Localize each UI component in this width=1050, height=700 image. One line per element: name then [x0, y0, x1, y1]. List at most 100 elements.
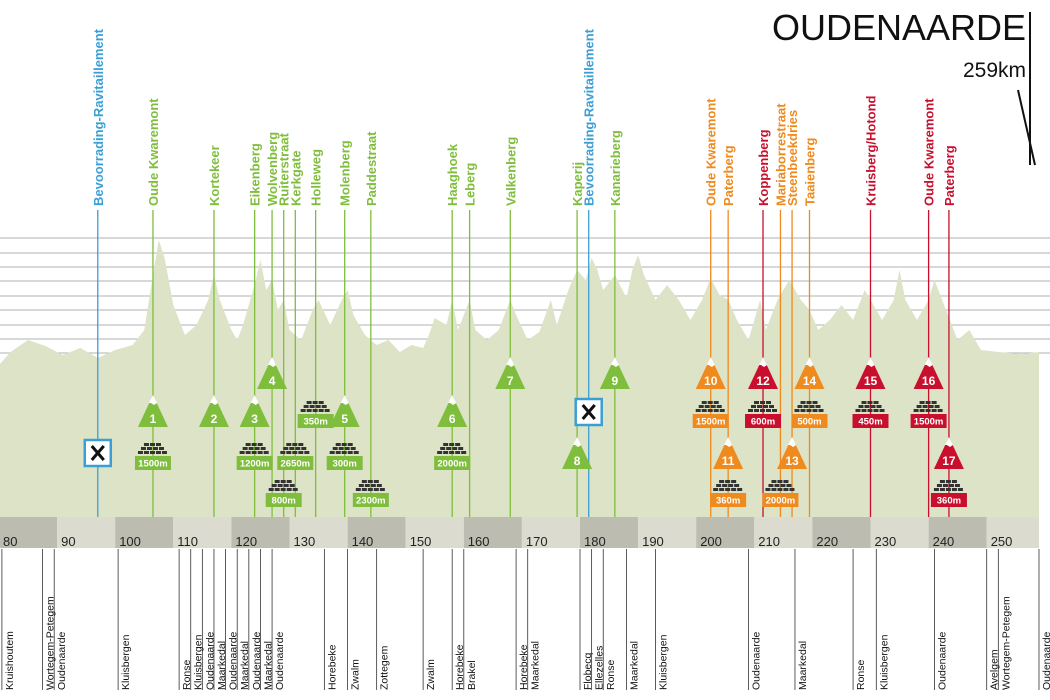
cobble-icon	[913, 409, 919, 412]
cobble-icon	[306, 409, 312, 412]
town-label: Ronse	[605, 659, 617, 690]
cobble-icon	[257, 451, 263, 454]
climb-marker-9: 9	[599, 357, 630, 389]
cobble-icon	[158, 447, 164, 450]
town-label: Kluisbergen	[193, 634, 205, 690]
cobble-icon	[812, 401, 818, 404]
cobble-icon	[324, 409, 330, 412]
cobble-icon	[737, 488, 743, 491]
cobble-icon	[701, 401, 707, 404]
cobble-icon	[295, 447, 301, 450]
cobble-icon	[919, 409, 925, 412]
cobble-length-box	[352, 493, 389, 507]
cobble-icon	[292, 443, 298, 446]
town-label: Ronse	[855, 659, 867, 690]
climb-name: Paddestraat	[364, 131, 379, 206]
cobble-length: 2000m	[437, 459, 467, 470]
cobble-icon	[277, 484, 283, 487]
climb-number: 12	[756, 374, 770, 388]
cobble-length: 350m	[303, 417, 327, 428]
town-label: Ronse	[181, 659, 193, 690]
mountain-icon	[599, 357, 630, 389]
cobble-icon	[771, 480, 777, 483]
town-label: Kluisbergen	[120, 634, 132, 690]
cobble-icon	[268, 488, 274, 491]
cobble-length-box	[791, 414, 828, 428]
snow-cap-icon	[268, 357, 277, 367]
axis-segment	[521, 517, 580, 548]
cobble-icon	[298, 443, 304, 446]
finish-town: OUDENAARDE	[772, 7, 1026, 48]
cobble-icon	[137, 451, 143, 454]
axis-segment	[986, 517, 1045, 548]
climb-number: 9	[612, 374, 619, 388]
cobble-icon	[367, 488, 373, 491]
cobble-icon	[707, 409, 713, 412]
cobble-length: 500m	[797, 417, 821, 428]
town-label: Oudenaarde	[274, 631, 286, 690]
axis-segment	[463, 517, 522, 548]
axis-segment	[347, 517, 406, 548]
mountain-icon	[562, 437, 593, 469]
cobble-length-box	[434, 456, 471, 470]
town-label: Horebeke	[326, 644, 338, 690]
cobble-icon	[379, 488, 385, 491]
cobble-icon	[449, 451, 455, 454]
cobble-length: 2650m	[281, 459, 311, 470]
cobble-icon	[701, 409, 707, 412]
snow-cap-icon	[724, 437, 733, 447]
cobble-icon	[704, 405, 710, 408]
cobble-icon	[867, 409, 873, 412]
cobble-icon	[707, 401, 713, 404]
cobble-marker: 1200m	[236, 443, 273, 470]
cobble-icon	[800, 401, 806, 404]
town-label: Ellezelles	[594, 646, 606, 690]
cobble-icon	[455, 443, 461, 446]
axis-segment	[870, 517, 929, 548]
town-label: Oudenaarde	[204, 631, 216, 690]
flag-pole	[1017, 89, 1036, 166]
town-label: Kluisbergen	[878, 634, 890, 690]
mountain-icon	[794, 357, 825, 389]
climb-number: 10	[704, 374, 718, 388]
climb-name: Kortekeer	[207, 145, 222, 206]
cobble-icon	[335, 451, 341, 454]
town-label: Zottegem	[379, 645, 391, 690]
cobble-length: 2300m	[356, 496, 386, 507]
cobble-marker: 500m	[791, 401, 828, 428]
cobble-icon	[364, 484, 370, 487]
mountain-icon	[198, 395, 229, 427]
snow-cap-icon	[448, 395, 457, 405]
axis-segment	[405, 517, 464, 548]
cobble-marker: 360m	[710, 480, 747, 507]
cobble-icon	[161, 451, 167, 454]
cobble-icon	[765, 488, 771, 491]
cobble-icon	[794, 409, 800, 412]
cobble-icon	[292, 451, 298, 454]
cobble-marker: 2000m	[434, 443, 471, 470]
cobble-icon	[329, 451, 335, 454]
snow-cap-icon	[250, 395, 259, 405]
cobble-icon	[716, 405, 722, 408]
cobble-icon	[312, 409, 318, 412]
climb-name: Molenberg	[338, 140, 353, 206]
cobble-icon	[751, 405, 757, 408]
cobble-icon	[155, 451, 161, 454]
climb-number: 3	[251, 412, 258, 426]
climb-number: 6	[449, 412, 456, 426]
cobble-length-box	[910, 414, 947, 428]
cobble-icon	[695, 409, 701, 412]
climb-name: Ruiterstraat	[277, 132, 292, 206]
climb-name: Eikenberg	[248, 143, 263, 206]
km-tick-label: 80	[3, 534, 17, 549]
cobble-icon	[309, 405, 315, 408]
cobble-icon	[800, 409, 806, 412]
cobble-icon	[449, 443, 455, 446]
cobble-icon	[341, 443, 347, 446]
cobble-icon	[719, 488, 725, 491]
axis-segment	[638, 517, 697, 548]
cobble-icon	[797, 405, 803, 408]
cobble-icon	[143, 451, 149, 454]
cobble-icon	[754, 409, 760, 412]
